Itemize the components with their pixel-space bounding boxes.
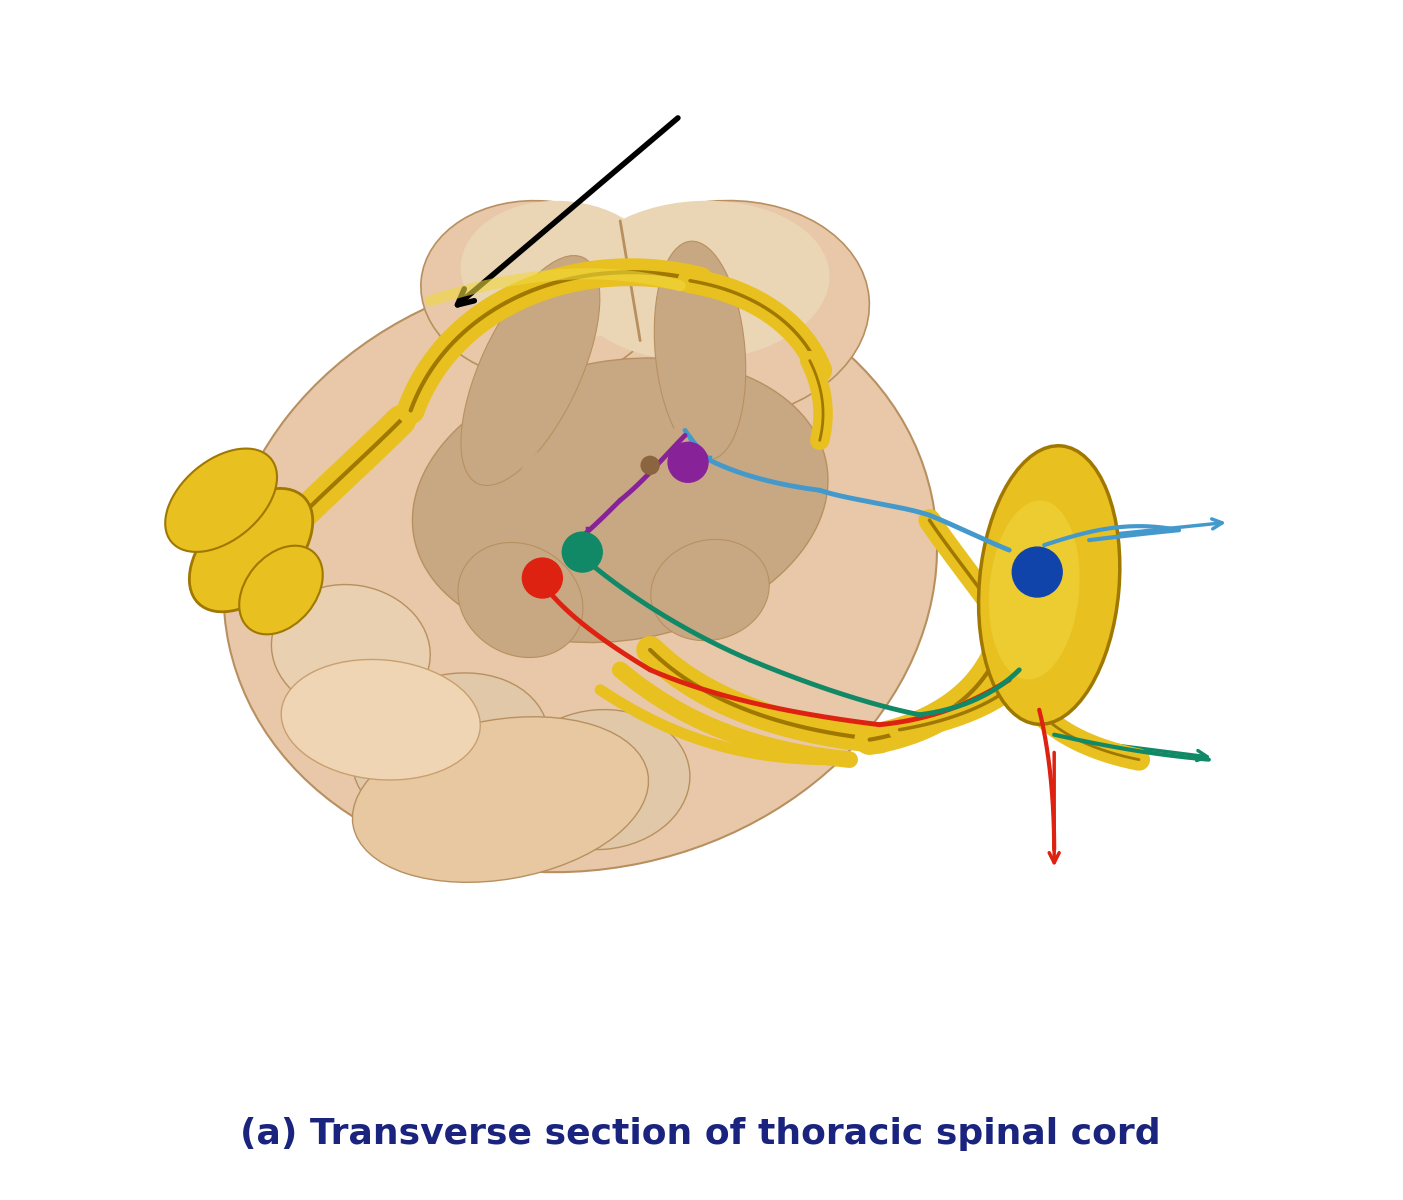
- Ellipse shape: [223, 268, 937, 872]
- Ellipse shape: [516, 424, 714, 527]
- Ellipse shape: [457, 542, 582, 658]
- Ellipse shape: [189, 488, 313, 612]
- Ellipse shape: [462, 256, 600, 486]
- Ellipse shape: [511, 709, 690, 850]
- Ellipse shape: [978, 445, 1120, 725]
- Ellipse shape: [460, 200, 659, 341]
- Circle shape: [668, 443, 709, 482]
- Ellipse shape: [989, 500, 1080, 679]
- Ellipse shape: [571, 200, 829, 361]
- Ellipse shape: [271, 584, 431, 715]
- Ellipse shape: [352, 673, 549, 827]
- Ellipse shape: [352, 716, 648, 882]
- Circle shape: [641, 456, 659, 474]
- Ellipse shape: [651, 540, 769, 641]
- Ellipse shape: [281, 660, 480, 780]
- Circle shape: [1013, 547, 1062, 598]
- Ellipse shape: [240, 546, 323, 635]
- Ellipse shape: [412, 358, 828, 642]
- Ellipse shape: [571, 200, 870, 421]
- Circle shape: [563, 532, 602, 572]
- Text: (a) Transverse section of thoracic spinal cord: (a) Transverse section of thoracic spina…: [240, 1117, 1160, 1151]
- Circle shape: [522, 558, 563, 598]
- Ellipse shape: [166, 449, 276, 552]
- Ellipse shape: [654, 241, 746, 460]
- Ellipse shape: [421, 200, 659, 380]
